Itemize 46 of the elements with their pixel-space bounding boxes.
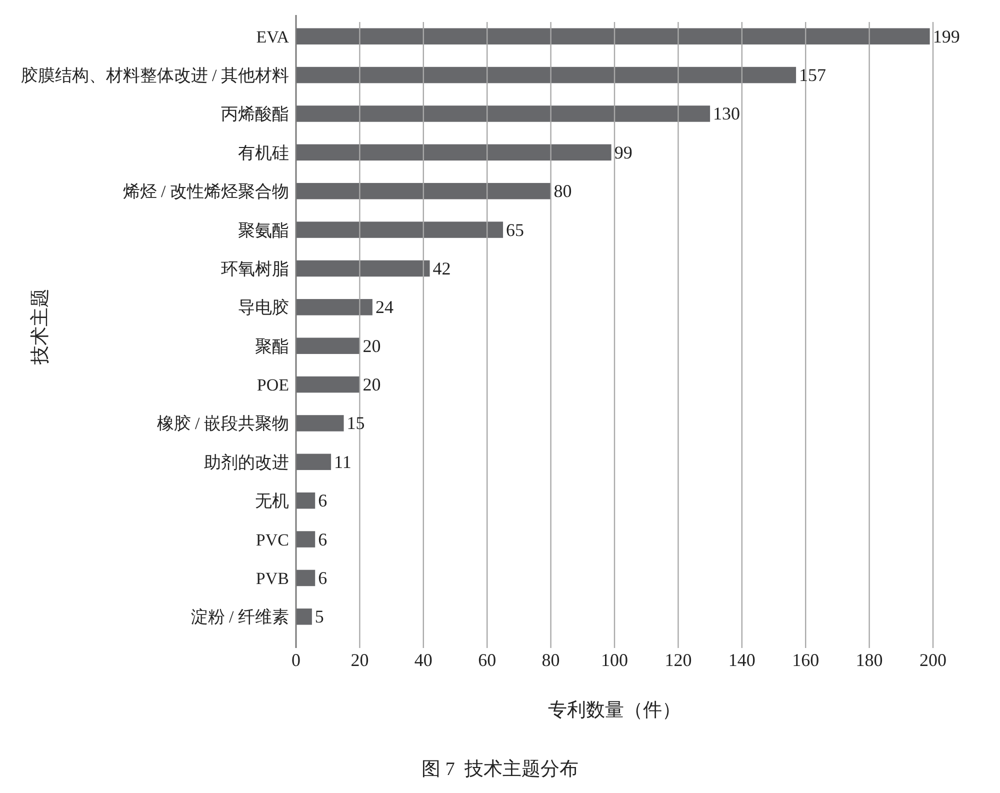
x-tick-label: 60 (478, 650, 496, 670)
x-tick-label: 200 (920, 650, 946, 670)
data-label: 99 (614, 142, 632, 162)
x-tick-label: 0 (292, 650, 300, 670)
data-label: 157 (799, 65, 826, 86)
data-label: 130 (713, 104, 740, 124)
category-label: PVB (256, 568, 289, 588)
data-label: 24 (375, 297, 394, 318)
category-label: 无机 (255, 492, 289, 511)
x-tick-label: 20 (350, 650, 369, 670)
y-axis-title: 技术主题 (30, 288, 51, 364)
category-label: 丙烯酸酯 (221, 104, 289, 124)
x-tick-label: 100 (601, 650, 628, 670)
x-tick-label: 140 (728, 650, 756, 670)
data-label: 80 (554, 181, 572, 202)
category-label: EVA (256, 27, 289, 46)
title: 图 7 技术主题分布 (422, 759, 578, 780)
category-label: 助剂的改进 (204, 452, 289, 472)
category-label: 淀粉 / 纤维素 (190, 608, 289, 627)
x-tick-label: 120 (664, 650, 692, 670)
category-label: POE (256, 376, 289, 395)
data-label: 199 (932, 26, 960, 46)
data-label: 20 (362, 374, 381, 395)
x-tick-label: 40 (414, 650, 432, 670)
data-label: 11 (334, 452, 352, 472)
data-label: 6 (318, 490, 328, 511)
category-label: 有机硅 (238, 143, 289, 162)
category-label: 胶膜结构、材料整体改进 / 其他材料 (20, 66, 289, 86)
data-label: 15 (346, 413, 365, 434)
x-tick-label: 160 (792, 650, 820, 670)
data-label: 5 (314, 606, 324, 627)
data-label: 6 (318, 529, 328, 550)
data-label: 6 (318, 568, 328, 588)
x-axis-title: 专利数量（件） (548, 700, 681, 721)
category-label: 导电胶 (238, 298, 289, 318)
x-tick-label: 180 (856, 650, 883, 670)
category-label: 橡胶 / 嵌段共聚物 (156, 414, 289, 434)
category-label: 聚氨酯 (238, 220, 289, 240)
data-label: 20 (362, 336, 381, 356)
x-tick-label: 80 (542, 650, 560, 670)
data-label: 42 (432, 258, 451, 278)
category-label: 环氧树脂 (221, 259, 289, 278)
category-label: 烯烃 / 改性烯烃聚合物 (122, 182, 289, 202)
data-label: 65 (506, 220, 524, 240)
category-label: 聚酯 (255, 336, 289, 356)
category-label: PVC (256, 530, 289, 550)
